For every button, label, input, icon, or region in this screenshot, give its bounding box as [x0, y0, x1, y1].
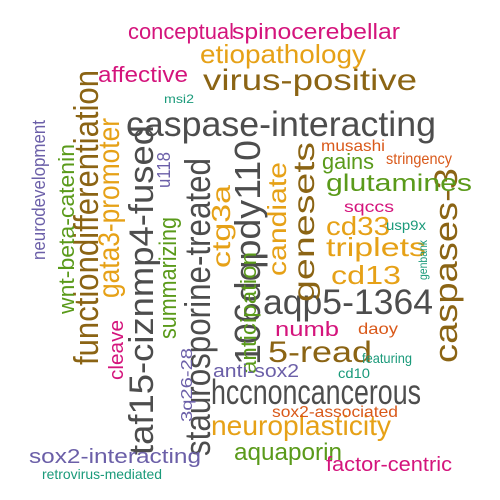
word: summarizing [155, 217, 182, 339]
word: gata3-promoter [93, 117, 126, 298]
word: retrovirus-mediated [42, 466, 162, 482]
word: genesets [288, 142, 321, 302]
word: 3q26-28 [179, 348, 196, 422]
word: anticipation [236, 252, 261, 374]
word: stringency [386, 151, 452, 168]
word: sqccs [344, 199, 394, 216]
word: 5-read [268, 336, 372, 369]
word: featuring [362, 350, 412, 366]
word: sox2-interacting [29, 446, 201, 468]
word: gains [322, 149, 374, 174]
word: glutamines [326, 170, 472, 197]
word: neurodevelopment [29, 120, 49, 260]
word: cleave [106, 320, 128, 380]
word: hccnoncancerous [211, 373, 421, 412]
word: ctg3a [206, 185, 236, 268]
word: genbank [416, 240, 430, 280]
word: anti-sox2 [213, 361, 299, 381]
word: usp9x [386, 217, 426, 233]
word: u118 [154, 152, 174, 188]
word: etiopathology [200, 39, 366, 69]
word: daoy [358, 321, 398, 338]
word: virus-positive [203, 64, 417, 97]
word: aquaporin [234, 439, 342, 466]
word: caspases-3 [428, 168, 464, 363]
word: affective [98, 62, 188, 87]
word: wnt-beta-catenin [54, 144, 79, 314]
word: caspase-interacting [126, 105, 436, 144]
word: neuroplasticity [211, 410, 391, 441]
word: cd13 [331, 260, 401, 290]
word: candiate [262, 162, 292, 276]
word: cd33 [326, 211, 390, 241]
word: triplets [326, 232, 426, 262]
word: factor-centric [326, 454, 452, 476]
word: cd10 [338, 365, 370, 381]
word: conceptual [128, 19, 234, 44]
word: numb [275, 319, 339, 341]
word: musashi [321, 138, 385, 155]
word: aqp5-1364 [263, 283, 433, 322]
word: msi2 [164, 92, 194, 106]
word: sox2-associated [272, 404, 398, 421]
word: spinocerebellar [232, 19, 400, 44]
